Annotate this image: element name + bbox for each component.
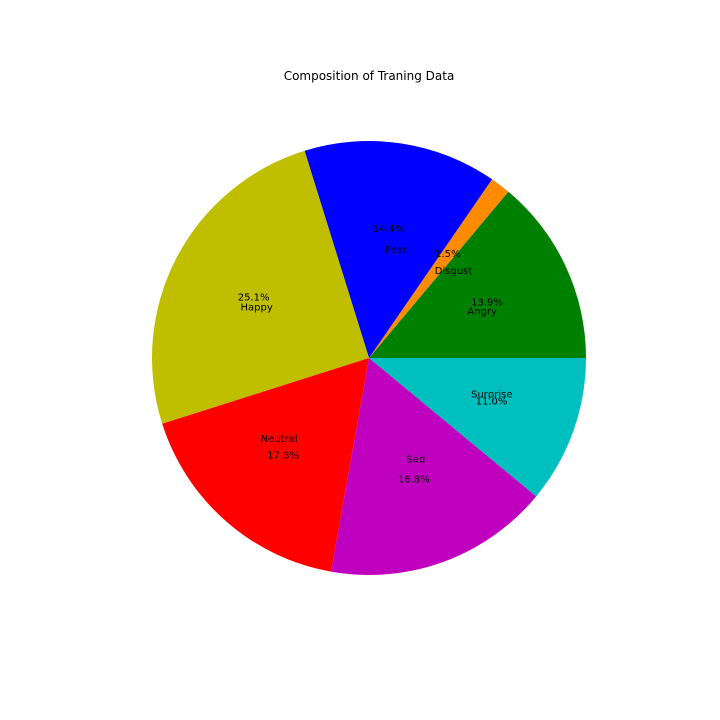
slice-label-surprise: Surprise (471, 389, 512, 400)
slice-label-fear: Fear (385, 245, 407, 256)
slice-label-happy: Happy (241, 302, 273, 313)
pie-slice-disgust (369, 179, 509, 358)
chart-title: Composition of Traning Data (284, 69, 455, 83)
pie-slice-angry (369, 191, 586, 358)
pie-slice-surprise (369, 358, 586, 497)
slice-percent-sad: 16.8% (398, 475, 430, 486)
pie-slice-sad (331, 358, 537, 575)
slice-percent-surprise: 11.0% (476, 397, 508, 408)
slice-label-neutral: Neutral (261, 434, 298, 445)
pie-slice-neutral (162, 358, 369, 572)
slice-percent-fear: 14.4% (373, 224, 405, 235)
slice-label-sad: Sad (406, 454, 425, 465)
pie-slice-happy (151, 150, 369, 424)
slice-percent-disgust: 1.5% (435, 249, 460, 260)
slice-percent-happy: 25.1% (238, 292, 270, 303)
slice-label-angry: Angry (467, 307, 497, 318)
pie-slice-fear (304, 140, 493, 358)
slice-label-disgust: Disgust (435, 266, 473, 277)
pie-slices (151, 140, 586, 575)
slice-percent-angry: 13.9% (471, 297, 503, 308)
slice-percent-neutral: 17.3% (267, 450, 299, 461)
